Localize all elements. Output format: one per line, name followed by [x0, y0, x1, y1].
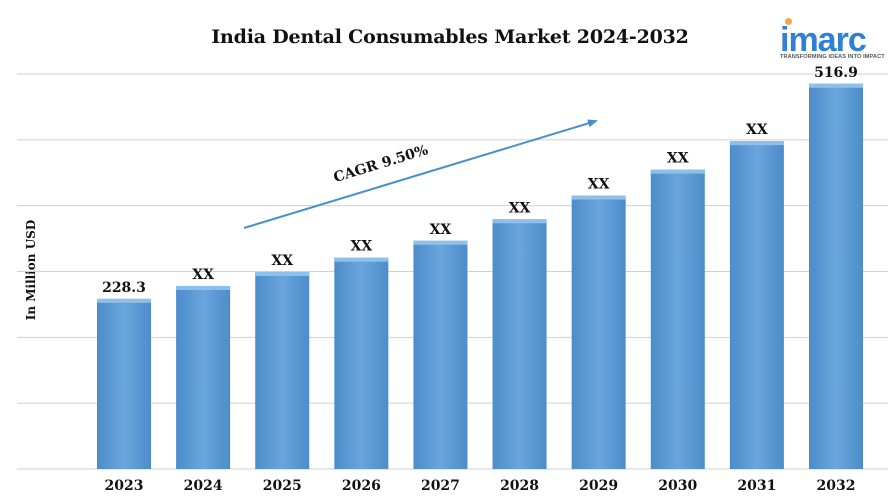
x-tick-label: 2030	[658, 478, 697, 494]
bar-body	[492, 219, 547, 469]
x-tick-label: 2029	[579, 478, 618, 494]
bar-body	[334, 257, 389, 469]
bar-top-bevel	[413, 240, 468, 245]
bar-2028	[492, 219, 547, 469]
bar-top-bevel	[650, 169, 705, 174]
bar-top-bevel	[334, 257, 389, 262]
data-label: 516.9	[814, 65, 858, 81]
x-tick-labels: 2023 2024 2025 2026 2027 2028 2029 2030 2031 2032	[105, 478, 856, 494]
bar-top-bevel	[809, 83, 863, 88]
bar-body	[176, 285, 231, 469]
x-tick-label: 2025	[263, 478, 302, 494]
x-tick-label: 2023	[105, 478, 144, 494]
data-label: 228.3	[102, 280, 146, 296]
x-tick-label: 2026	[342, 478, 381, 494]
bar-top-bevel	[255, 272, 310, 277]
bar-body	[650, 169, 705, 469]
data-labels: 228.3 XX XX XX XX XX XX XX XX 516.9	[102, 65, 858, 296]
data-label: XX	[667, 151, 689, 167]
bar-top-bevel	[729, 141, 784, 146]
bars	[97, 83, 863, 469]
bar-2030	[650, 169, 705, 469]
data-label: XX	[509, 200, 531, 216]
bar-body	[413, 240, 468, 469]
bar-2025	[255, 272, 310, 469]
bar-top-bevel	[492, 219, 547, 224]
bar-2029	[571, 195, 626, 469]
bar-top-bevel	[176, 285, 231, 290]
data-label: XX	[430, 222, 452, 238]
x-tick-label: 2027	[421, 478, 460, 494]
bar-2023	[97, 298, 151, 469]
data-label: XX	[271, 253, 293, 269]
data-label: XX	[350, 239, 372, 255]
bar-2024	[176, 285, 231, 469]
data-label: XX	[746, 122, 768, 138]
imarc-logo: imarc TRANSFORMING IDEAS INTO IMPACT	[780, 14, 888, 70]
bar-2026	[334, 257, 389, 469]
logo-wordmark: imarc	[780, 21, 867, 59]
bar-body	[255, 272, 310, 469]
bar-top-bevel	[97, 298, 151, 303]
data-label: XX	[192, 267, 214, 283]
bar-2032	[809, 83, 863, 469]
x-tick-label: 2032	[817, 478, 856, 494]
cagr-arrow	[243, 119, 598, 229]
cagr-label: CAGR 9.50%	[332, 142, 430, 186]
x-tick-label: 2024	[184, 478, 223, 494]
bar-2031	[729, 141, 784, 469]
logo-dot	[785, 18, 792, 25]
bar-body	[729, 141, 784, 469]
bar-2027	[413, 240, 468, 469]
bar-body	[809, 83, 863, 469]
logo-tagline: TRANSFORMING IDEAS INTO IMPACT	[780, 54, 885, 60]
data-label: XX	[588, 177, 610, 193]
x-tick-label: 2028	[500, 478, 539, 494]
x-tick-label: 2031	[737, 478, 776, 494]
bar-body	[97, 298, 151, 469]
chart-title: India Dental Consumables Market 2024-203…	[211, 26, 689, 48]
bar-body	[571, 195, 626, 469]
bar-top-bevel	[571, 195, 626, 200]
